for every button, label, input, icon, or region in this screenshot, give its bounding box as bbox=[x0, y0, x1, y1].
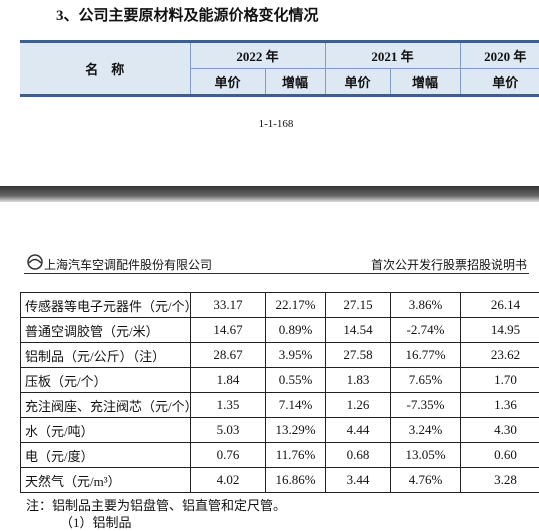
cell: 0.60 bbox=[461, 443, 539, 468]
sub-header: 增幅 bbox=[390, 69, 460, 96]
item-name: 充注阀座、充注阀芯（元/个） bbox=[21, 393, 191, 418]
doc-title: 首次公开发行股票招股说明书 bbox=[371, 256, 527, 273]
header-rule bbox=[24, 273, 529, 274]
cell: 0.68 bbox=[326, 443, 391, 468]
name-header: 名 称 bbox=[20, 42, 190, 96]
item-name: 传感器等电子元器件（元/个） bbox=[21, 293, 191, 318]
cell: 3.24% bbox=[391, 418, 461, 443]
logo bbox=[26, 254, 44, 270]
cell: 1.84 bbox=[191, 368, 266, 393]
cell: 27.58 bbox=[326, 343, 391, 368]
cell: 11.76% bbox=[266, 443, 326, 468]
cell: 0.89% bbox=[266, 318, 326, 343]
sub-header: 单价 bbox=[460, 69, 539, 96]
cell: 4.76% bbox=[391, 468, 461, 493]
page-number: 1-1-168 bbox=[0, 118, 539, 130]
subheading: （1）铝制品 bbox=[60, 512, 132, 531]
page: 3、公司主要原材料及能源价格变化情况 名 称 2022 年 2021 年 202… bbox=[0, 0, 539, 517]
cell: 23.62 bbox=[461, 343, 539, 368]
cell: 14.54 bbox=[326, 318, 391, 343]
cell: 13.29% bbox=[266, 418, 326, 443]
cell: 26.14 bbox=[461, 293, 539, 318]
cell: 3.44 bbox=[326, 468, 391, 493]
cell: 1.70 bbox=[461, 368, 539, 393]
cell: 3.95% bbox=[266, 343, 326, 368]
cell: 7.65% bbox=[391, 368, 461, 393]
cell: 1.36 bbox=[461, 393, 539, 418]
year-header: 2020 年 bbox=[460, 42, 539, 69]
cell: 1.35 bbox=[191, 393, 266, 418]
cell: 1.26 bbox=[326, 393, 391, 418]
page-break bbox=[0, 186, 539, 202]
cell: 16.77% bbox=[391, 343, 461, 368]
company: 上海汽车空调配件股份有限公司 bbox=[44, 256, 212, 273]
year-header: 2022 年 bbox=[190, 42, 325, 69]
cell: 3.86% bbox=[391, 293, 461, 318]
cell: 16.86% bbox=[266, 468, 326, 493]
item-name: 水（元/吨） bbox=[21, 418, 191, 443]
year-header: 2021 年 bbox=[325, 42, 460, 69]
cell: 22.17% bbox=[266, 293, 326, 318]
sub-header: 增幅 bbox=[265, 69, 325, 96]
cell: 0.76 bbox=[191, 443, 266, 468]
item-name: 压板（元/个） bbox=[21, 368, 191, 393]
cell: -7.35% bbox=[391, 393, 461, 418]
sub-header: 单价 bbox=[325, 69, 390, 96]
item-name: 铝制品（元/公斤）（注） bbox=[21, 343, 191, 368]
cell: 4.02 bbox=[191, 468, 266, 493]
header-table: 名 称 2022 年 2021 年 2020 年 单价 增幅 单价 增幅 单价 bbox=[20, 40, 539, 97]
item-name: 天然气（元/m³） bbox=[21, 468, 191, 493]
cell: 4.44 bbox=[326, 418, 391, 443]
cell: 4.30 bbox=[461, 418, 539, 443]
item-name: 普通空调胶管（元/米） bbox=[21, 318, 191, 343]
cell: 14.67 bbox=[191, 318, 266, 343]
sub-header: 单价 bbox=[190, 69, 265, 96]
cell: 5.03 bbox=[191, 418, 266, 443]
cell: 27.15 bbox=[326, 293, 391, 318]
cell: 33.17 bbox=[191, 293, 266, 318]
cell: 7.14% bbox=[266, 393, 326, 418]
item-name: 电（元/度） bbox=[21, 443, 191, 468]
cell: 0.55% bbox=[266, 368, 326, 393]
cell: 14.95 bbox=[461, 318, 539, 343]
cell: 13.05% bbox=[391, 443, 461, 468]
cell: 3.28 bbox=[461, 468, 539, 493]
cell: -2.74% bbox=[391, 318, 461, 343]
cell: 1.83 bbox=[326, 368, 391, 393]
cell: 28.67 bbox=[191, 343, 266, 368]
heading: 3、公司主要原材料及能源价格变化情况 bbox=[56, 4, 319, 25]
